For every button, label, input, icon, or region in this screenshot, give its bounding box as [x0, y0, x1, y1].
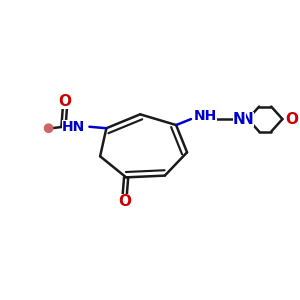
- Text: NH: NH: [194, 109, 217, 123]
- Text: HN: HN: [62, 120, 85, 134]
- Text: O: O: [58, 94, 71, 109]
- Text: N: N: [233, 112, 245, 127]
- Text: N: N: [241, 112, 254, 127]
- Circle shape: [44, 124, 53, 132]
- Text: O: O: [118, 194, 131, 209]
- Text: O: O: [285, 112, 298, 127]
